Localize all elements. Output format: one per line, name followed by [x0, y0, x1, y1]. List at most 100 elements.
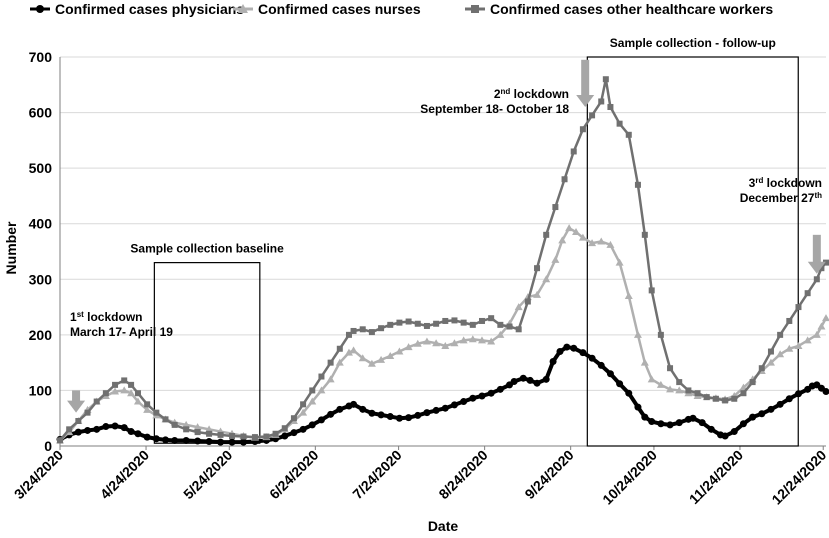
point-physicians	[588, 354, 596, 362]
lockdown-dates-2: December 27th	[740, 191, 822, 206]
y-tick-400: 400	[29, 216, 53, 232]
point-other-hcw	[272, 430, 279, 437]
point-physicians	[359, 405, 367, 413]
point-nurses	[656, 380, 665, 388]
point-physicians	[721, 432, 729, 440]
x-tick-2: 5/24/2020	[180, 447, 236, 503]
point-other-hcw	[442, 317, 449, 324]
point-other-hcw	[350, 327, 357, 334]
point-other-hcw	[433, 320, 440, 327]
point-physicians	[317, 416, 325, 424]
point-nurses	[367, 359, 376, 367]
x-tick-labels: 3/24/2020 4/24/2020 5/24/2020 6/24/2020 7/24…	[11, 447, 829, 508]
point-other-hcw	[813, 276, 820, 283]
point-nurses	[572, 228, 581, 236]
point-nurses	[624, 291, 633, 299]
point-other-hcw	[506, 323, 513, 330]
point-physicians	[597, 361, 605, 369]
point-physicians	[510, 378, 518, 386]
point-physicians	[549, 358, 557, 366]
point-physicians	[616, 380, 624, 388]
point-physicians	[556, 348, 564, 356]
point-nurses	[468, 335, 477, 343]
point-other-hcw	[93, 398, 100, 405]
legend-label-2: Confirmed cases other healthcare workers	[490, 1, 773, 17]
point-other-hcw	[795, 304, 802, 311]
point-nurses	[812, 330, 821, 338]
x-tick-8: 11/24/2020	[686, 447, 746, 507]
point-other-hcw	[134, 390, 141, 397]
point-other-hcw	[128, 381, 135, 388]
point-physicians	[469, 394, 477, 402]
legend: Confirmed cases physicians Confirmed case…	[30, 1, 773, 17]
point-other-hcw	[251, 434, 258, 441]
point-nurses	[308, 397, 317, 405]
point-other-hcw	[488, 315, 495, 322]
point-other-hcw	[405, 318, 412, 325]
y-tick-labels: 0 100 200 300 400 500 600 700	[29, 49, 53, 454]
point-other-hcw	[561, 176, 568, 183]
point-physicians	[570, 344, 578, 352]
lockdown-arrow-head-2	[807, 261, 826, 274]
point-other-hcw	[731, 395, 738, 402]
point-physicians	[171, 436, 179, 444]
point-physicians	[666, 421, 674, 429]
point-other-hcw	[345, 331, 352, 338]
point-physicians	[533, 379, 541, 387]
point-other-hcw	[359, 326, 366, 333]
y-tick-100: 100	[29, 382, 53, 398]
point-nurses	[143, 405, 152, 413]
point-physicians	[308, 421, 316, 429]
point-other-hcw	[290, 415, 297, 422]
point-nurses	[413, 339, 422, 347]
point-other-hcw	[648, 287, 655, 294]
point-other-hcw	[102, 390, 109, 397]
point-other-hcw	[543, 231, 550, 238]
point-physicians	[93, 425, 101, 433]
collection-box-label-1: Sample collection - follow-up	[610, 36, 776, 50]
point-other-hcw	[396, 319, 403, 326]
point-nurses	[803, 336, 812, 344]
point-other-hcw	[823, 259, 829, 266]
point-other-hcw	[579, 126, 586, 133]
point-nurses	[606, 240, 615, 248]
point-other-hcw	[57, 437, 63, 444]
point-physicians	[487, 389, 495, 397]
point-other-hcw	[641, 231, 648, 238]
point-nurses	[133, 397, 142, 405]
point-nurses	[205, 425, 214, 433]
point-nurses	[615, 258, 624, 266]
point-physicians	[74, 428, 82, 436]
point-other-hcw	[121, 377, 128, 384]
point-other-hcw	[112, 381, 119, 388]
point-other-hcw	[722, 397, 729, 404]
point-other-hcw	[478, 317, 485, 324]
point-other-hcw	[240, 433, 247, 440]
point-nurses	[640, 358, 649, 366]
point-physicians	[758, 410, 766, 418]
point-other-hcw	[153, 409, 160, 416]
point-nurses	[450, 339, 459, 347]
point-other-hcw	[414, 320, 421, 327]
point-other-hcw	[777, 331, 784, 338]
lockdown-title-1: 2nd lockdown	[494, 87, 569, 102]
point-other-hcw	[217, 431, 224, 438]
point-physicians	[785, 395, 793, 403]
point-other-hcw	[309, 387, 316, 394]
point-other-hcw	[552, 204, 559, 211]
point-other-hcw	[703, 394, 710, 401]
point-other-hcw	[469, 321, 476, 328]
point-other-hcw	[602, 76, 609, 83]
point-other-hcw	[616, 120, 623, 127]
lockdown-title-2: 3rd lockdown	[749, 176, 822, 191]
legend-marker-triangle	[238, 4, 248, 13]
point-other-hcw	[515, 326, 522, 333]
legend-marker-circle	[36, 5, 44, 13]
point-nurses	[633, 330, 642, 338]
point-other-hcw	[144, 401, 151, 408]
point-physicians	[395, 414, 403, 422]
point-physicians	[327, 410, 335, 418]
point-physicians	[423, 409, 431, 417]
point-other-hcw	[281, 425, 288, 432]
